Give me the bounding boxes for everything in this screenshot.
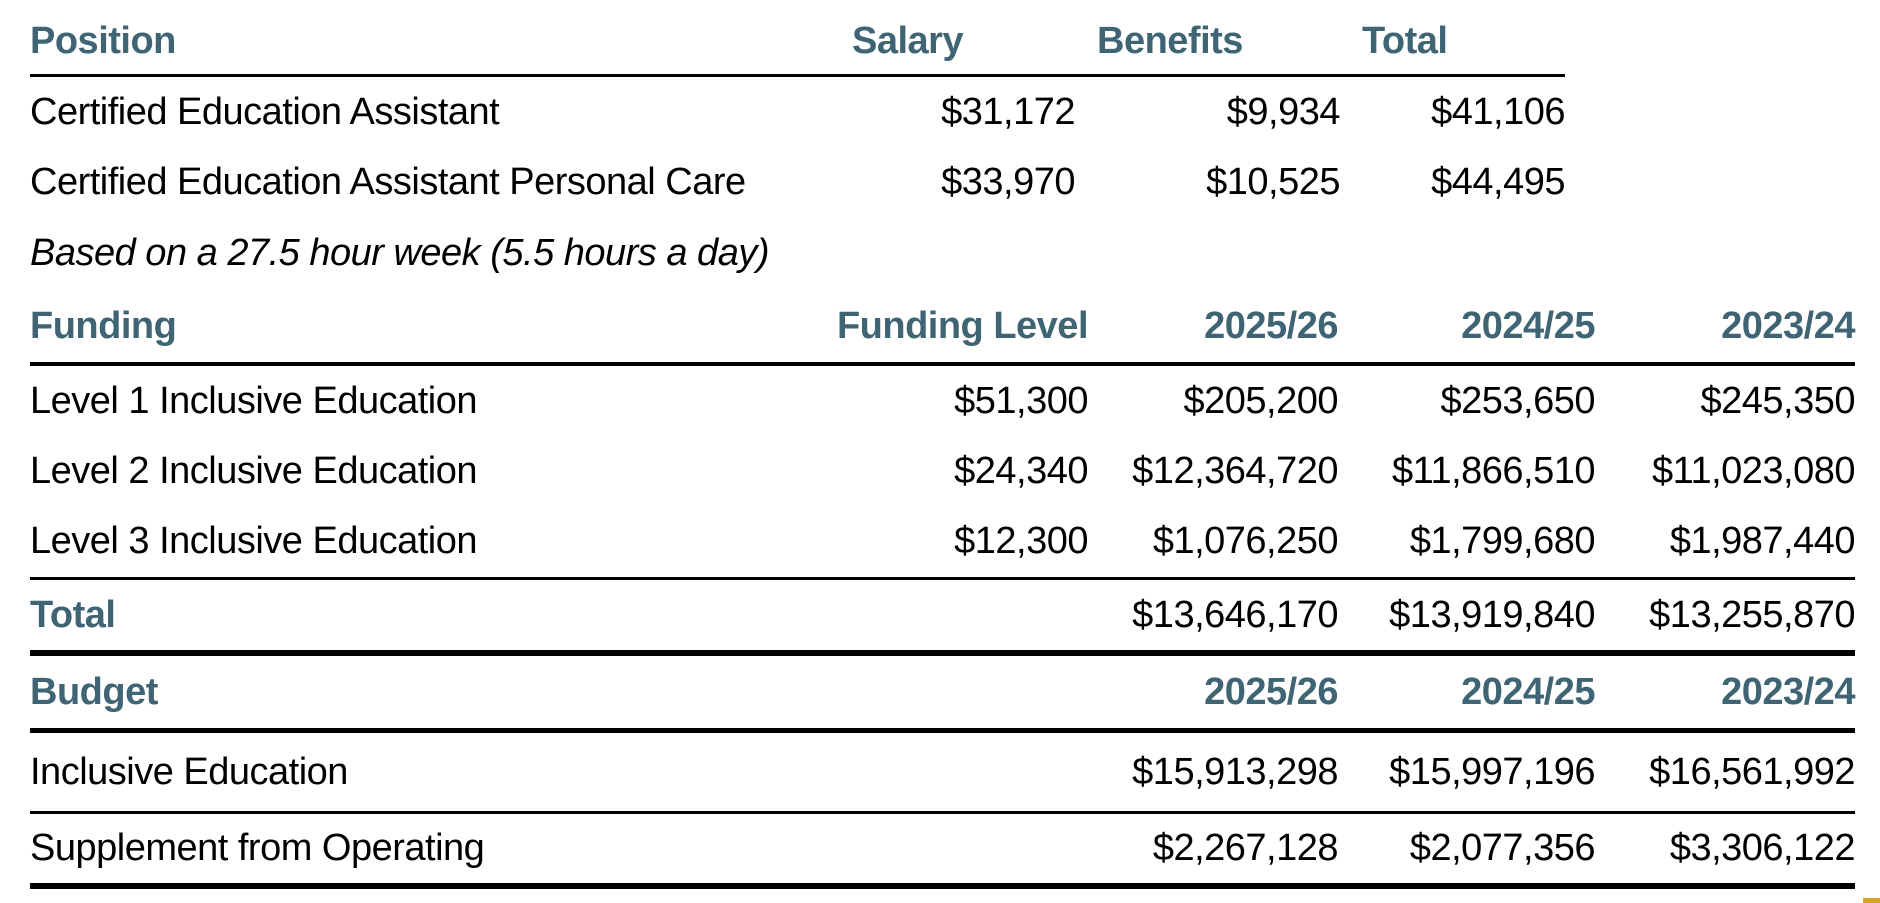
year-2024-25-value: $2,077,356: [1409, 827, 1596, 869]
year-2024-25-total: $13,919,840: [1389, 593, 1595, 636]
year-2025-26-column-header: 2025/26: [1204, 304, 1338, 347]
position-column-header: Position: [30, 19, 176, 62]
row-label: Level 2 Inclusive Education: [30, 449, 478, 492]
year-2023-24-value: $1,987,440: [1669, 520, 1856, 562]
year-2025-26-value: $205,200: [1183, 379, 1339, 422]
year-2023-24-column-header: 2023/24: [1721, 304, 1855, 347]
year-2023-24-value: $16,561,992: [1649, 750, 1855, 793]
year-2025-26-value: $12,364,720: [1132, 449, 1338, 492]
year-2024-25-value: $253,650: [1440, 379, 1596, 422]
year-2023-24-value: $11,023,080: [1652, 449, 1856, 492]
gold-corner-accent: [1863, 898, 1880, 903]
benefits-value: $9,934: [1226, 90, 1341, 133]
table-row: Supplement from Operating $2,267,128 $2,…: [30, 814, 1856, 889]
table-row: Level 3 Inclusive Education $12,300 $1,0…: [30, 506, 1856, 580]
table-row: Level 2 Inclusive Education $24,340 $12,…: [30, 436, 1856, 506]
benefits-value: $10,525: [1206, 160, 1340, 203]
year-2024-25-value: $1,799,680: [1409, 520, 1596, 562]
funding-level-value: $51,300: [954, 379, 1088, 422]
row-label: Supplement from Operating: [30, 827, 485, 869]
benefits-column-header: Benefits: [1097, 19, 1243, 62]
row-label: Certified Education Assistant Personal C…: [30, 160, 746, 203]
total-row-label: Total: [30, 593, 116, 636]
year-2024-25-column-header: 2024/25: [1461, 304, 1595, 347]
budget-table-header-row: Budget 2025/26 2024/25 2023/24: [30, 656, 1856, 733]
year-2025-26-value: $2,267,128: [1152, 827, 1339, 869]
year-2024-25-value: $15,997,196: [1389, 750, 1595, 793]
year-2025-26-value: $1,076,250: [1152, 520, 1339, 562]
year-2025-26-column-header: 2025/26: [1204, 670, 1338, 713]
year-2024-25-value: $11,866,510: [1392, 449, 1596, 492]
row-label: Level 1 Inclusive Education: [30, 379, 478, 422]
total-column-header: Total: [1362, 19, 1448, 62]
row-label: Inclusive Education: [30, 750, 348, 793]
table-row: Level 1 Inclusive Education $51,300 $205…: [30, 366, 1856, 436]
year-2024-25-column-header: 2024/25: [1461, 670, 1595, 713]
table-row: Inclusive Education $15,913,298 $15,997,…: [30, 733, 1856, 814]
year-2023-24-total: $13,255,870: [1649, 593, 1855, 636]
budget-column-header: Budget: [30, 670, 158, 713]
table-row: Certified Education Assistant Personal C…: [30, 147, 1566, 217]
year-2025-26-total: $13,646,170: [1132, 593, 1338, 636]
funding-level-value: $24,340: [954, 449, 1088, 492]
year-2025-26-value: $15,913,298: [1132, 750, 1338, 793]
funding-table-header-row: Funding Funding Level 2025/26 2024/25 20…: [30, 290, 1856, 366]
total-value: $44,495: [1431, 160, 1565, 203]
hours-note-text: Based on a 27.5 hour week (5.5 hours a d…: [30, 232, 769, 274]
salary-column-header: Salary: [852, 19, 964, 62]
funding-total-row: Total $13,646,170 $13,919,840 $13,255,87…: [30, 580, 1856, 656]
year-2023-24-value: $245,350: [1700, 379, 1856, 422]
year-2023-24-column-header: 2023/24: [1721, 670, 1855, 713]
table-row: Certified Education Assistant $31,172 $9…: [30, 77, 1566, 147]
row-label: Level 3 Inclusive Education: [30, 520, 478, 562]
salary-value: $31,172: [941, 90, 1075, 133]
budget-document: Position Salary Benefits Total Certified…: [30, 8, 1856, 889]
position-table-header-row: Position Salary Benefits Total: [30, 8, 1565, 77]
year-2023-24-value: $3,306,122: [1669, 827, 1856, 869]
funding-level-column-header: Funding Level: [836, 304, 1089, 347]
total-value: $41,106: [1431, 90, 1565, 133]
hours-note-row: Based on a 27.5 hour week (5.5 hours a d…: [30, 217, 1565, 290]
funding-level-value: $12,300: [954, 520, 1088, 562]
funding-column-header: Funding: [30, 304, 177, 347]
salary-value: $33,970: [941, 160, 1075, 203]
row-label: Certified Education Assistant: [30, 90, 500, 133]
